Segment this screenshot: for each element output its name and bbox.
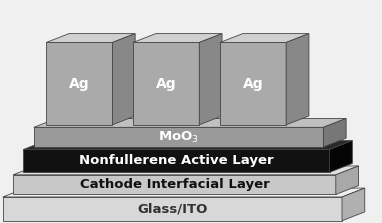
Polygon shape bbox=[46, 34, 135, 43]
Polygon shape bbox=[23, 141, 352, 149]
Text: Glass/ITO: Glass/ITO bbox=[137, 202, 207, 215]
Polygon shape bbox=[23, 149, 330, 172]
Text: Nonfullerene Active Layer: Nonfullerene Active Layer bbox=[79, 154, 274, 167]
Polygon shape bbox=[330, 141, 352, 172]
Text: Ag: Ag bbox=[243, 77, 263, 91]
Polygon shape bbox=[324, 118, 346, 147]
Polygon shape bbox=[3, 188, 365, 197]
Polygon shape bbox=[220, 34, 309, 43]
Polygon shape bbox=[199, 34, 222, 125]
Polygon shape bbox=[133, 34, 222, 43]
Text: MoO$_3$: MoO$_3$ bbox=[158, 130, 199, 145]
Text: Ag: Ag bbox=[156, 77, 176, 91]
Polygon shape bbox=[34, 118, 346, 127]
Text: Ag: Ag bbox=[69, 77, 90, 91]
Polygon shape bbox=[342, 188, 365, 221]
Polygon shape bbox=[336, 166, 359, 194]
Text: Cathode Interfacial Layer: Cathode Interfacial Layer bbox=[79, 178, 269, 191]
Polygon shape bbox=[286, 34, 309, 125]
Polygon shape bbox=[13, 166, 359, 175]
Polygon shape bbox=[34, 127, 324, 147]
Polygon shape bbox=[133, 43, 199, 125]
Polygon shape bbox=[13, 175, 336, 194]
Polygon shape bbox=[220, 43, 286, 125]
Polygon shape bbox=[112, 34, 135, 125]
Polygon shape bbox=[3, 197, 342, 221]
Polygon shape bbox=[46, 43, 112, 125]
